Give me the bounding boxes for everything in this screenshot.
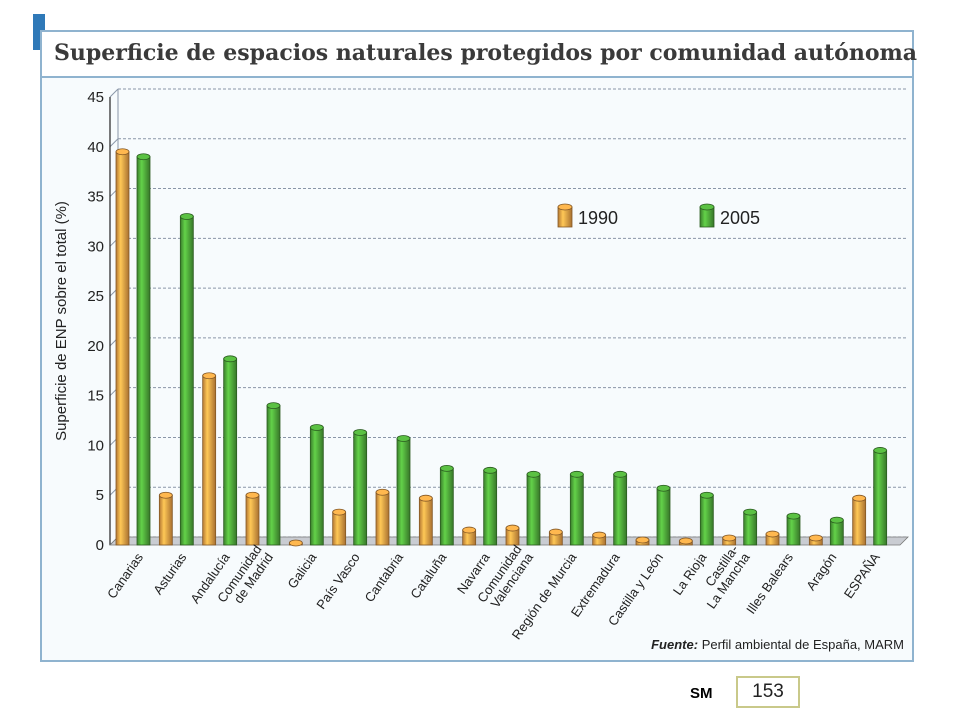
legend-swatch-top-2005 bbox=[699, 203, 715, 211]
x-tick-label: País Vasco bbox=[313, 550, 362, 612]
bar-2005-10 bbox=[569, 473, 584, 546]
bar-2005-7 bbox=[439, 467, 454, 546]
bar-top-2005-7 bbox=[439, 464, 454, 472]
publisher-mark: SM bbox=[690, 685, 713, 702]
bar-top-1990-14 bbox=[722, 534, 737, 542]
source-note: Fuente: Perfil ambiental de España, MARM bbox=[651, 637, 904, 652]
bar-2005-0 bbox=[136, 156, 151, 546]
y-tick-label: 0 bbox=[96, 537, 104, 554]
bar-2005-1 bbox=[179, 216, 194, 546]
bar-1990-1 bbox=[158, 494, 173, 546]
title-box: Superficie de espacios naturales protegi… bbox=[42, 32, 917, 78]
bar-top-2005-9 bbox=[526, 470, 541, 478]
x-tick-label: Cantabria bbox=[362, 549, 407, 604]
bar-2005-14 bbox=[743, 511, 758, 546]
bar-2005-6 bbox=[396, 438, 411, 546]
bar-1990-5 bbox=[332, 511, 347, 546]
bar-top-1990-2 bbox=[202, 372, 217, 380]
bar-top-1990-12 bbox=[635, 536, 650, 544]
bar-top-1990-4 bbox=[288, 539, 303, 547]
bar-top-2005-6 bbox=[396, 435, 411, 442]
bar-top-1990-17 bbox=[852, 494, 867, 502]
bar-2005-5 bbox=[353, 432, 368, 546]
bar-top-1990-7 bbox=[418, 494, 433, 502]
bar-top-1990-5 bbox=[332, 508, 347, 516]
bar-2005-16 bbox=[829, 519, 844, 546]
x-tick-label: Asturias bbox=[150, 550, 190, 597]
bar-top-2005-14 bbox=[743, 508, 758, 516]
y-tick-label: 40 bbox=[87, 139, 104, 156]
page-number: 153 bbox=[736, 676, 800, 708]
y-axis-label: Superficie de ENP sobre el total (%) bbox=[53, 201, 70, 441]
bar-top-1990-9 bbox=[505, 524, 520, 532]
bar-top-2005-2 bbox=[223, 355, 238, 363]
bar-1990-17 bbox=[852, 497, 867, 546]
y-tick-label: 45 bbox=[87, 89, 104, 106]
bar-top-2005-15 bbox=[786, 512, 801, 520]
bar-1990-7 bbox=[418, 497, 433, 546]
bar-top-2005-12 bbox=[656, 484, 671, 492]
bar-1990-6 bbox=[375, 491, 390, 546]
bar-1990-2 bbox=[202, 375, 217, 546]
bar-2005-2 bbox=[223, 358, 238, 546]
bar-2005-8 bbox=[483, 469, 498, 546]
source-text: Perfil ambiental de España, MARM bbox=[701, 637, 904, 652]
bar-top-1990-13 bbox=[678, 537, 693, 545]
y-tick-label: 25 bbox=[87, 288, 104, 305]
y-tick-label: 10 bbox=[87, 437, 104, 454]
x-tick-label: Galicia bbox=[284, 549, 320, 591]
x-tick-label: Canarias bbox=[104, 550, 146, 602]
legend-swatch-top-1990 bbox=[557, 203, 573, 211]
bar-top-1990-0 bbox=[115, 148, 130, 156]
bar-2005-12 bbox=[656, 487, 671, 546]
bar-top-2005-11 bbox=[613, 470, 628, 478]
x-tick-label: La Rioja bbox=[670, 549, 710, 597]
bar-top-1990-3 bbox=[245, 491, 260, 499]
bar-top-2005-0 bbox=[136, 153, 151, 161]
bar-1990-3 bbox=[245, 494, 260, 546]
bar-top-2005-4 bbox=[309, 424, 324, 431]
y-tick-label: 30 bbox=[87, 238, 104, 255]
bar-top-1990-6 bbox=[375, 488, 390, 496]
legend-label-1990: 1990 bbox=[578, 208, 618, 228]
bar-top-2005-8 bbox=[483, 466, 498, 474]
bar-2005-9 bbox=[526, 473, 541, 546]
source-label: Fuente: bbox=[651, 637, 699, 652]
bar-top-2005-17 bbox=[873, 447, 888, 454]
bar-top-2005-3 bbox=[266, 402, 281, 410]
bar-2005-3 bbox=[266, 405, 281, 546]
bar-top-1990-15 bbox=[765, 530, 780, 538]
bar-top-1990-16 bbox=[808, 534, 823, 542]
bar-2005-17 bbox=[873, 450, 888, 546]
bar-top-2005-10 bbox=[569, 470, 584, 478]
x-tick-label: ComunidadValenciana bbox=[474, 541, 536, 613]
x-tick-label: Aragón bbox=[803, 550, 839, 593]
y-tick-label: 20 bbox=[87, 338, 104, 355]
bar-top-1990-10 bbox=[548, 528, 563, 536]
y-tick-label: 35 bbox=[87, 189, 104, 206]
bar-top-2005-5 bbox=[353, 429, 368, 436]
bar-2005-11 bbox=[613, 473, 628, 546]
chart-title: Superficie de espacios naturales protegi… bbox=[54, 40, 918, 66]
bar-top-1990-11 bbox=[592, 531, 607, 539]
bar-1990-0 bbox=[115, 151, 130, 546]
x-tick-label: Castilla-La Mancha bbox=[692, 541, 753, 611]
bar-2005-13 bbox=[699, 494, 714, 546]
y-tick-label: 15 bbox=[87, 388, 104, 405]
bar-2005-15 bbox=[786, 515, 801, 546]
bar-2005-4 bbox=[309, 427, 324, 546]
legend-label-2005: 2005 bbox=[720, 208, 760, 228]
gridline-side bbox=[109, 138, 119, 148]
gridline-side bbox=[109, 88, 119, 98]
y-tick-label: 5 bbox=[96, 487, 104, 504]
bar-top-1990-1 bbox=[158, 491, 173, 499]
x-tick-label: ESPAÑA bbox=[841, 550, 883, 601]
bar-top-2005-13 bbox=[699, 491, 714, 499]
bar-top-2005-1 bbox=[179, 213, 194, 220]
bar-top-2005-16 bbox=[829, 516, 844, 524]
bar-top-1990-8 bbox=[462, 526, 477, 534]
x-tick-label: Cataluña bbox=[407, 549, 450, 601]
